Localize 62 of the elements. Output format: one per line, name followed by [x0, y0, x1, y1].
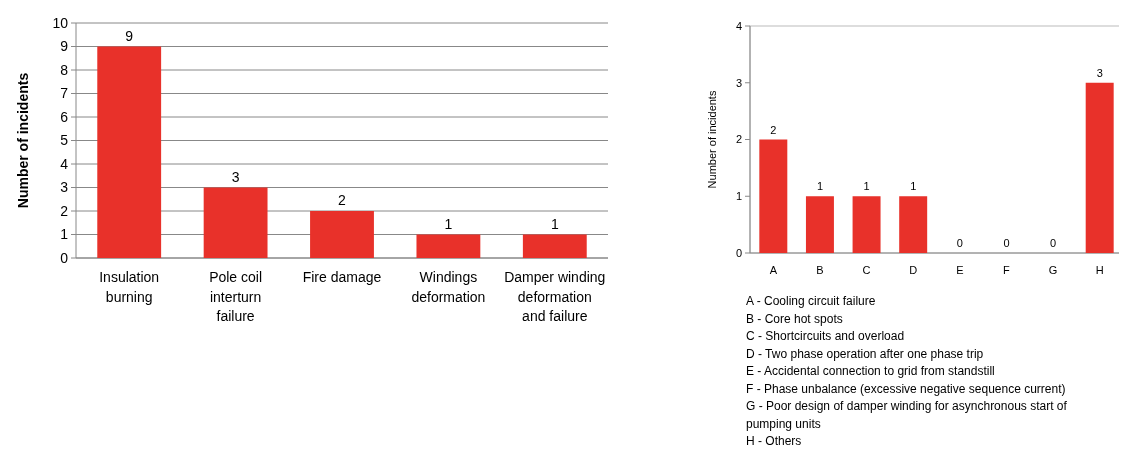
y-tick-label: 5	[60, 132, 69, 149]
data-label: 3	[1096, 66, 1103, 79]
y-axis-title: Number of incidents	[15, 72, 31, 209]
y-tick-label: 0	[735, 246, 742, 259]
x-tick-label: Fire damage	[302, 269, 382, 285]
x-tick-label: C	[862, 264, 871, 276]
text: F - Phase unbalance (excessive negative sequence current)	[746, 381, 1066, 396]
text: G - Poor design of damper winding for asynchronous start of pumping units	[746, 399, 1068, 431]
data-label: 9	[125, 27, 134, 44]
bar	[416, 234, 481, 258]
bar	[1085, 82, 1114, 253]
text: E - Accidental connection to grid from standstill	[746, 364, 995, 378]
y-tick-label: 3	[735, 76, 742, 89]
data-label: 0	[1050, 237, 1057, 249]
y-tick-label: 1	[60, 226, 69, 243]
data-label: 2	[770, 123, 777, 136]
x-tick-label: A	[769, 264, 778, 276]
y-tick-label: 2	[735, 133, 742, 146]
x-tick-label: E	[956, 264, 964, 276]
bar	[805, 196, 834, 253]
bar	[97, 46, 162, 258]
y-tick-label: 2	[60, 202, 69, 219]
y-tick-label: 3	[60, 179, 69, 196]
bar	[522, 234, 587, 258]
text: D - Two phase operation after one phase trip	[746, 346, 984, 361]
x-tick-label: B	[816, 264, 824, 276]
data-label: 0	[956, 237, 963, 249]
data-label: 1	[910, 180, 917, 193]
data-label: 1	[816, 180, 823, 193]
y-tick-label: 6	[60, 108, 69, 125]
bar	[759, 139, 788, 253]
y-axis-title: Number of incidents	[706, 90, 718, 189]
x-tick-label: Damper winding deformation and failure	[504, 269, 606, 325]
y-tick-label: 1	[735, 190, 742, 203]
y-tick-label: 7	[60, 85, 69, 102]
text: C - Shortcircuits and overload	[746, 329, 905, 343]
data-label: 3	[231, 168, 240, 185]
bar	[203, 187, 268, 258]
x-tick-label: H	[1095, 264, 1104, 276]
data-label: 1	[863, 180, 870, 193]
y-tick-label: 4	[735, 19, 742, 32]
text: H - Others	[746, 434, 802, 448]
x-tick-label: Pole coil interturn failure	[209, 269, 263, 325]
y-tick-label: 4	[60, 155, 69, 172]
data-label: 1	[550, 215, 559, 232]
x-tick-label: G	[1048, 264, 1058, 276]
text: A - Cooling circuit failure	[746, 294, 876, 308]
text: B - Core hot spots	[746, 311, 843, 326]
data-label: 0	[1003, 237, 1010, 249]
bar	[310, 211, 374, 258]
x-tick-label: Insulation burning	[99, 269, 160, 305]
bar	[899, 196, 928, 253]
data-label: 1	[444, 215, 453, 232]
x-tick-label: D	[909, 264, 918, 276]
x-tick-label: Windings deformation	[411, 269, 486, 305]
y-tick-label: 0	[60, 249, 69, 266]
y-tick-label: 8	[60, 61, 69, 78]
bar	[852, 196, 881, 253]
y-tick-label: 10	[52, 14, 69, 31]
data-label: 2	[338, 192, 347, 208]
x-tick-label: F	[1003, 264, 1011, 276]
y-tick-label: 9	[60, 38, 69, 55]
